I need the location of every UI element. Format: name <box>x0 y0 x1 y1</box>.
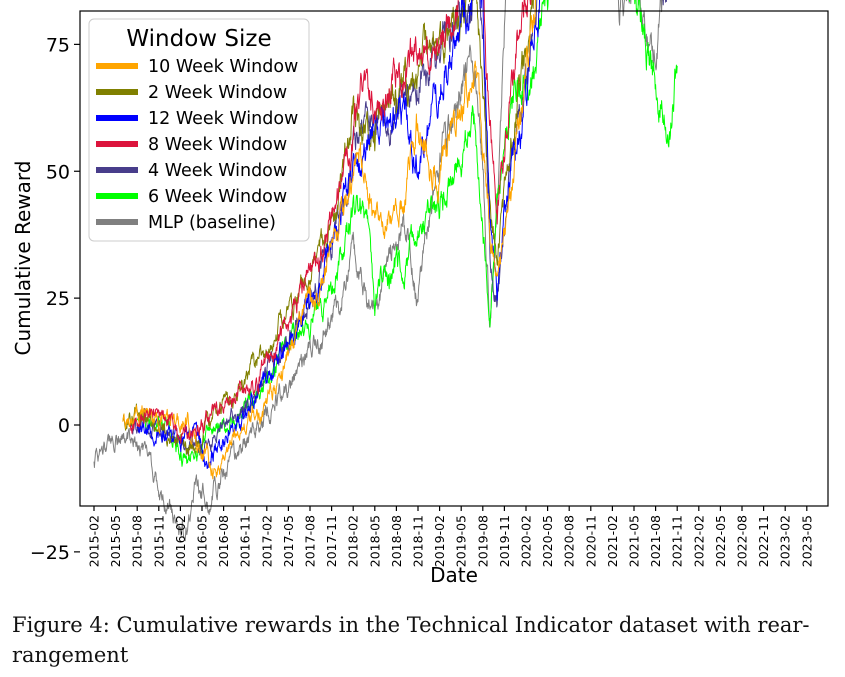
x-tick-label: 2019-11 <box>497 515 512 567</box>
x-tick-label: 2023-05 <box>799 515 814 567</box>
x-tick-label: 2018-02 <box>346 515 361 567</box>
y-tick-label: 75 <box>46 34 70 56</box>
y-axis-title: Cumulative Reward <box>11 161 35 356</box>
legend-label: 10 Week Window <box>148 57 298 77</box>
series-line <box>129 0 532 444</box>
legend-title: Window Size <box>126 26 271 52</box>
series-line <box>136 0 678 467</box>
x-tick-label: 2019-08 <box>475 515 490 567</box>
series-layer <box>93 0 678 542</box>
x-tick-label: 2017-05 <box>281 515 296 567</box>
x-tick-label: 2021-08 <box>648 515 663 567</box>
legend-label: 12 Week Window <box>148 109 298 129</box>
x-tick-label: 2015-11 <box>151 515 166 567</box>
x-tick-label: 2022-11 <box>756 515 771 567</box>
x-tick-label: 2017-02 <box>259 515 274 567</box>
x-tick-label: 2018-08 <box>389 515 404 567</box>
x-tick-label: 2019-02 <box>432 515 447 567</box>
caption-line-1: Figure 4: Cumulative rewards in the Tech… <box>12 613 810 637</box>
legend-label: 6 Week Window <box>148 187 287 207</box>
x-tick-label: 2022-08 <box>735 515 750 567</box>
x-tick-label: 2018-05 <box>367 515 382 567</box>
x-axis-title: Date <box>430 563 478 587</box>
x-tick-label: 2021-05 <box>627 515 642 567</box>
series-line <box>136 0 541 469</box>
legend-label: 2 Week Window <box>148 83 287 103</box>
legend-box <box>88 18 310 242</box>
caption-line-2: rangement <box>12 643 129 667</box>
x-tick-label: 2015-05 <box>108 515 123 567</box>
legend-items: 10 Week Window 2 Week Window 12 Week Windo… <box>96 57 298 233</box>
x-tick-label: 2015-08 <box>130 515 145 567</box>
y-tick-label: 25 <box>46 288 70 310</box>
y-tick-label: 0 <box>58 415 70 437</box>
x-tick-label: 2018-11 <box>411 515 426 567</box>
y-axis-ticks: −250255075100125150 <box>30 34 80 564</box>
x-tick-label: 2017-08 <box>303 515 318 567</box>
x-tick-label: 2022-02 <box>691 515 706 567</box>
x-tick-label: 2016-08 <box>216 515 231 567</box>
y-tick-label: 50 <box>46 161 70 183</box>
x-axis-ticks: 2015-02 2015-05 2015-08 2015-11 2016-02 2016-… <box>87 506 814 567</box>
legend-label: MLP (baseline) <box>148 213 276 233</box>
x-tick-label: 2022-05 <box>713 515 728 567</box>
x-tick-label: 2017-11 <box>324 515 339 567</box>
figure-caption: Figure 4: Cumulative rewards in the Tech… <box>12 610 832 670</box>
x-tick-label: 2016-02 <box>173 515 188 567</box>
legend-label: 4 Week Window <box>148 161 287 181</box>
x-tick-label: 2023-02 <box>778 515 793 567</box>
x-tick-label: 2020-05 <box>540 515 555 567</box>
x-tick-label: 2015-02 <box>87 515 102 567</box>
y-tick-label: −25 <box>30 542 70 564</box>
x-tick-label: 2016-05 <box>195 515 210 567</box>
x-tick-label: 2020-08 <box>562 515 577 567</box>
series-line <box>93 0 664 542</box>
plot-frame <box>79 10 829 507</box>
x-tick-label: 2021-11 <box>670 515 685 567</box>
x-tick-label: 2016-11 <box>238 515 253 567</box>
legend-label: 8 Week Window <box>148 135 287 155</box>
cumulative-reward-chart: −250255075100125150 2015-022015-052015-0… <box>11 0 829 587</box>
x-tick-label: 2020-02 <box>519 515 534 567</box>
series-line <box>122 0 536 480</box>
x-tick-label: 2019-05 <box>454 515 469 567</box>
x-tick-label: 2020-11 <box>583 515 598 567</box>
x-tick-label: 2021-02 <box>605 515 620 567</box>
